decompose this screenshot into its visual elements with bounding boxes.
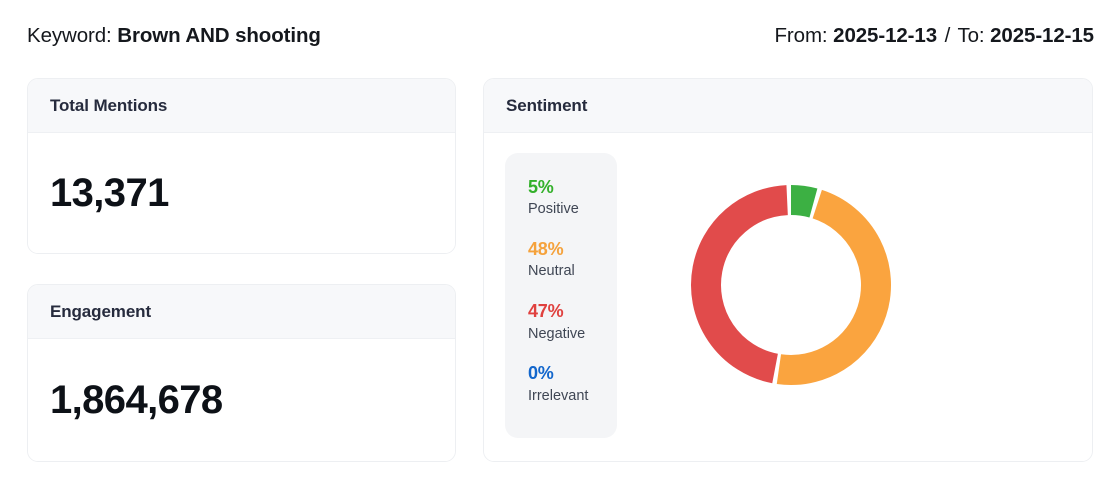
sentiment-legend: 5% Positive 48% Neutral 47% Negative 0% Irrelev… [505,153,617,438]
legend-item-irrelevant: 0% Irrelevant [528,361,617,405]
to-label: To: [957,24,985,47]
total-mentions-card-body: 13,371 [28,133,455,253]
keyword-label: Keyword: [27,24,112,47]
legend-item-neutral: 48% Neutral [528,237,617,281]
date-range-line: From: 2025-12-13 / To: 2025-12-15 [775,24,1095,48]
total-mentions-card-header: Total Mentions [28,79,455,133]
sentiment-card-header: Sentiment [484,79,1092,133]
sentiment-card-body: 5% Positive 48% Neutral 47% Negative 0% Irrelev… [484,133,1092,461]
sentiment-card: Sentiment 5% Positive 48% Neutral 47% Negativ… [483,78,1093,462]
donut-slice-positive [691,185,891,385]
legend-label-irrelevant: Irrelevant [528,387,589,404]
sentiment-donut-chart [641,141,941,431]
legend-percent-neutral: 48% [528,239,564,260]
date-separator: / [944,24,951,47]
donut-slice-negative [691,185,891,385]
legend-label-positive: Positive [528,201,579,218]
sentiment-title: Sentiment [506,95,588,115]
from-date-value: 2025-12-13 [833,24,938,47]
legend-label-negative: Negative [528,325,586,342]
engagement-title: Engagement [50,301,152,321]
keyword-line: Keyword: Brown AND shooting [27,24,321,48]
dashboard-meta-bar: Keyword: Brown AND shooting From: 2025-1… [0,0,1120,72]
engagement-card-body: 1,864,678 [28,339,455,461]
engagement-card: Engagement 1,864,678 [27,284,456,462]
legend-item-negative: 47% Negative [528,299,617,343]
total-mentions-title: Total Mentions [50,95,168,115]
to-date-value: 2025-12-15 [990,24,1094,47]
total-mentions-value: 13,371 [50,171,169,215]
legend-item-positive: 5% Positive [528,175,617,219]
engagement-value: 1,864,678 [50,378,223,422]
legend-label-neutral: Neutral [528,263,575,280]
from-label: From: [774,24,828,47]
total-mentions-card: Total Mentions 13,371 [27,78,456,254]
engagement-card-header: Engagement [28,285,455,339]
donut-chart-svg [691,185,891,385]
legend-percent-positive: 5% [528,177,554,197]
legend-percent-irrelevant: 0% [528,363,554,384]
keyword-value: Brown AND shooting [117,24,321,47]
legend-percent-negative: 47% [528,301,564,322]
